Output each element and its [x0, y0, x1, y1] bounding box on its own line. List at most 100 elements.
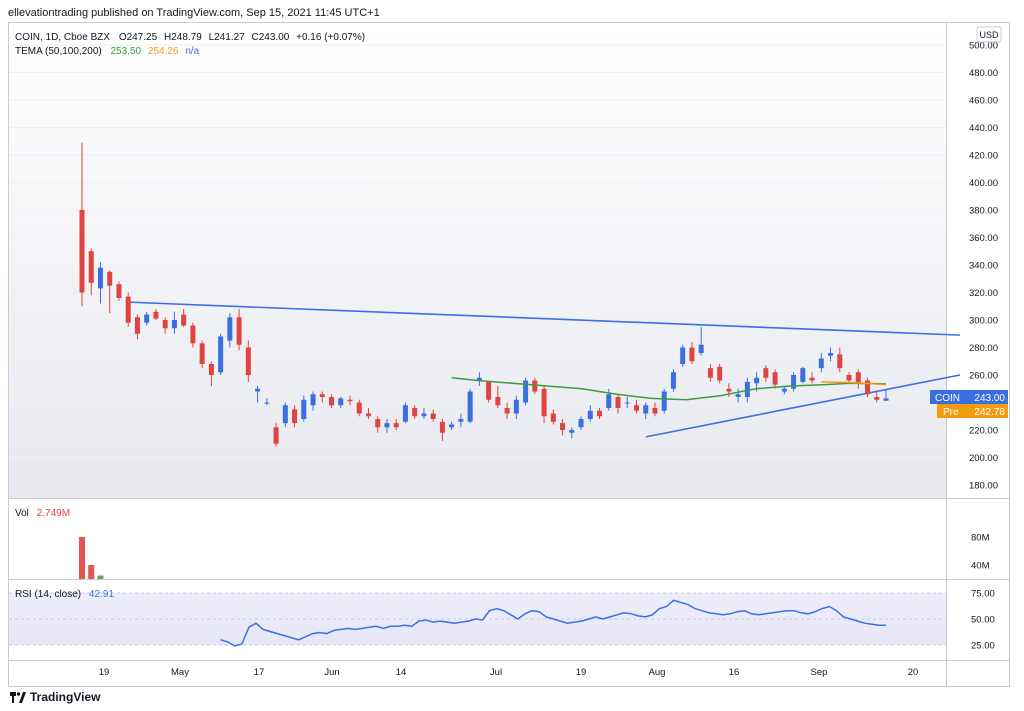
candle-body	[828, 353, 834, 356]
candle-body	[504, 408, 510, 414]
rsi-series-line	[220, 599, 886, 647]
pre-value: 242.78	[974, 407, 1005, 418]
candle-body	[606, 394, 612, 408]
candle-body	[255, 388, 261, 392]
volume-bar	[88, 565, 95, 579]
grid	[9, 44, 946, 646]
rsi-tick-label: 25.00	[971, 641, 995, 652]
rsi-tick-label: 50.00	[971, 615, 995, 626]
candle-body	[338, 398, 344, 406]
candle-body	[319, 394, 325, 397]
upper-trendline	[128, 301, 960, 336]
volume-bar	[97, 575, 104, 579]
rsi-label: RSI (14, close)	[15, 589, 81, 600]
time-tick-label: 17	[254, 667, 265, 678]
tema-value-3: n/a	[185, 46, 199, 57]
low-label: L	[209, 32, 215, 43]
candle-body	[523, 380, 529, 403]
candle-body	[171, 320, 177, 329]
price-axis: 180.00200.00220.00240.00260.00280.00300.…	[969, 41, 998, 652]
candle-body	[495, 397, 501, 406]
price-tick-label: 360.00	[969, 233, 998, 244]
price-tick-label: 200.00	[969, 453, 998, 464]
candle-body	[449, 424, 455, 428]
price-tick-label: 260.00	[969, 371, 998, 382]
candle-body	[273, 427, 279, 444]
time-tick-label: Jun	[324, 667, 339, 678]
candle-body	[837, 354, 843, 369]
last-price-badge	[930, 390, 1008, 404]
rsi-tick-label: 75.00	[971, 589, 995, 600]
volume-bar	[79, 537, 85, 579]
tradingview-logo[interactable]: TradingView	[10, 690, 100, 704]
time-tick-label: 16	[729, 667, 740, 678]
price-tick-label: 220.00	[969, 426, 998, 437]
price-tick-label: 380.00	[969, 206, 998, 217]
legend-rsi: RSI (14, close) 42.91	[15, 589, 114, 600]
candle-body	[661, 391, 667, 411]
candle-body	[458, 419, 464, 422]
candle-body	[670, 372, 676, 389]
last-price-symbol: COIN	[935, 393, 960, 404]
candles	[79, 142, 889, 447]
candle-body	[763, 368, 769, 378]
candle-body	[208, 364, 214, 375]
candle-body	[292, 409, 298, 424]
candle-body	[781, 388, 787, 392]
last-price-value: 243.00	[974, 393, 1005, 404]
price-tick-label: 480.00	[969, 68, 998, 79]
candle-body	[486, 381, 492, 400]
candle-body	[375, 419, 381, 428]
price-tick-label: 420.00	[969, 151, 998, 162]
pre-label: Pre	[943, 407, 959, 418]
price-pane	[9, 23, 946, 498]
time-tick-label: 14	[396, 667, 407, 678]
high-label: H	[164, 32, 171, 43]
candle-body	[162, 320, 168, 329]
candle-body	[643, 405, 649, 414]
chart-svg[interactable]: 180.00200.00220.00240.00260.00280.00300.…	[9, 23, 1009, 686]
price-tick-label: 300.00	[969, 316, 998, 327]
rsi-value: 42.91	[89, 589, 114, 600]
price-tick-label: 180.00	[969, 481, 998, 492]
legend-symbol: COIN, 1D, Cboe BZX	[15, 32, 110, 43]
candle-body	[134, 317, 140, 334]
currency-box[interactable]	[976, 26, 1002, 43]
candle-body	[218, 336, 224, 373]
legend-volume: Vol 2.749M	[15, 508, 70, 519]
candle-body	[181, 314, 187, 326]
legend-tema: TEMA (50,100,200) 253.50 254.26 n/a	[15, 46, 200, 57]
candle-body	[199, 343, 205, 364]
candle-body	[744, 381, 750, 397]
candle-body	[365, 413, 371, 417]
candle-body	[569, 430, 575, 433]
candle-body	[236, 317, 242, 345]
time-axis: 19 May 17 Jun 14 Jul 19 Aug 16 Sep 20	[99, 667, 919, 678]
candle-body	[883, 398, 889, 401]
candle-body	[282, 405, 288, 424]
volume-tick-label: 40M	[971, 561, 990, 572]
pre-price-badge	[937, 404, 1008, 418]
open-value: 247.25	[127, 32, 158, 43]
candle-body	[116, 284, 122, 298]
price-tick-label: 460.00	[969, 96, 998, 107]
candle-body	[356, 402, 362, 414]
tema-lines	[451, 377, 887, 401]
currency-label: USD	[979, 30, 999, 40]
candle-body	[818, 358, 824, 369]
close-label: C	[252, 32, 259, 43]
candle-body	[578, 419, 584, 428]
candle-body	[689, 347, 695, 362]
candle-body	[800, 368, 806, 382]
candle-body	[735, 394, 741, 397]
time-tick-label: 19	[576, 667, 587, 678]
candle-body	[421, 413, 427, 417]
time-tick-label: May	[171, 667, 189, 678]
volume-pane	[9, 499, 946, 579]
candle-body	[698, 344, 704, 353]
candle-body	[430, 413, 436, 419]
candle-body	[245, 347, 251, 375]
candle-body	[144, 314, 150, 323]
volume-tick-label: 80M	[971, 533, 990, 544]
candle-body	[88, 251, 94, 283]
